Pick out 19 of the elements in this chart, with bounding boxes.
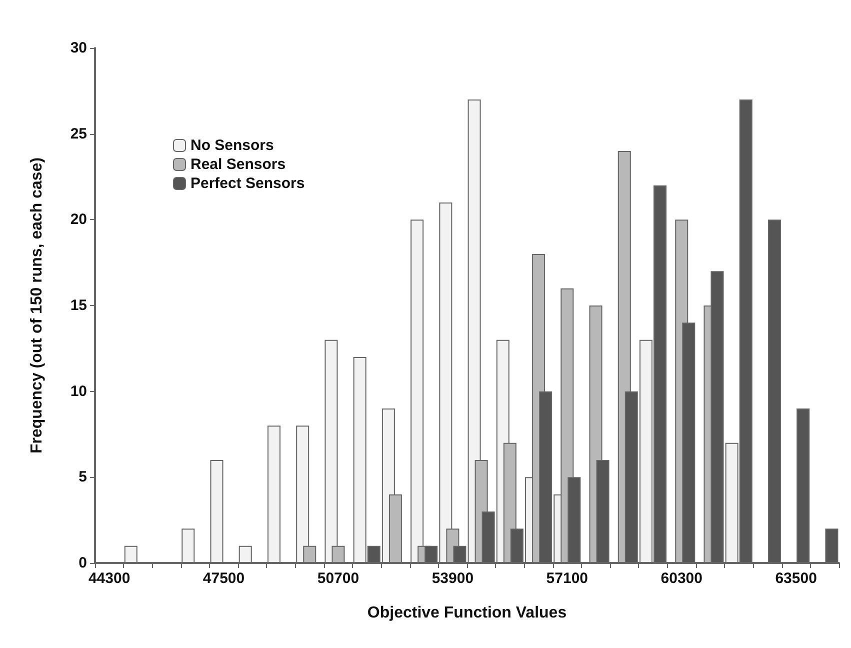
y-tick-label: 20 — [70, 211, 87, 228]
x-tick-label: 47500 — [202, 570, 245, 587]
legend-label: Perfect Sensors — [190, 175, 305, 192]
x-tick-label: 53900 — [432, 570, 474, 587]
x-tick-label: 50700 — [317, 570, 360, 587]
y-tick-label: 25 — [70, 125, 87, 142]
y-tick-label: 30 — [70, 40, 87, 56]
x-tick-label: 63500 — [775, 570, 817, 587]
legend-label: Real Sensors — [190, 156, 286, 173]
y-tick-label: 15 — [70, 297, 87, 314]
y-tick-label: 0 — [78, 554, 87, 572]
x-tick-label: 57100 — [546, 570, 588, 587]
x-axis-title: Objective Function Values — [367, 604, 567, 622]
x-tick-label: 60300 — [660, 570, 702, 587]
legend-label: No Sensors — [190, 137, 274, 154]
y-tick-label: 10 — [70, 382, 87, 400]
y-tick-label: 5 — [78, 468, 87, 486]
y-axis-title: Frequency (out of 150 runs, each case) — [28, 157, 46, 454]
x-tick-label: 44300 — [88, 570, 130, 587]
